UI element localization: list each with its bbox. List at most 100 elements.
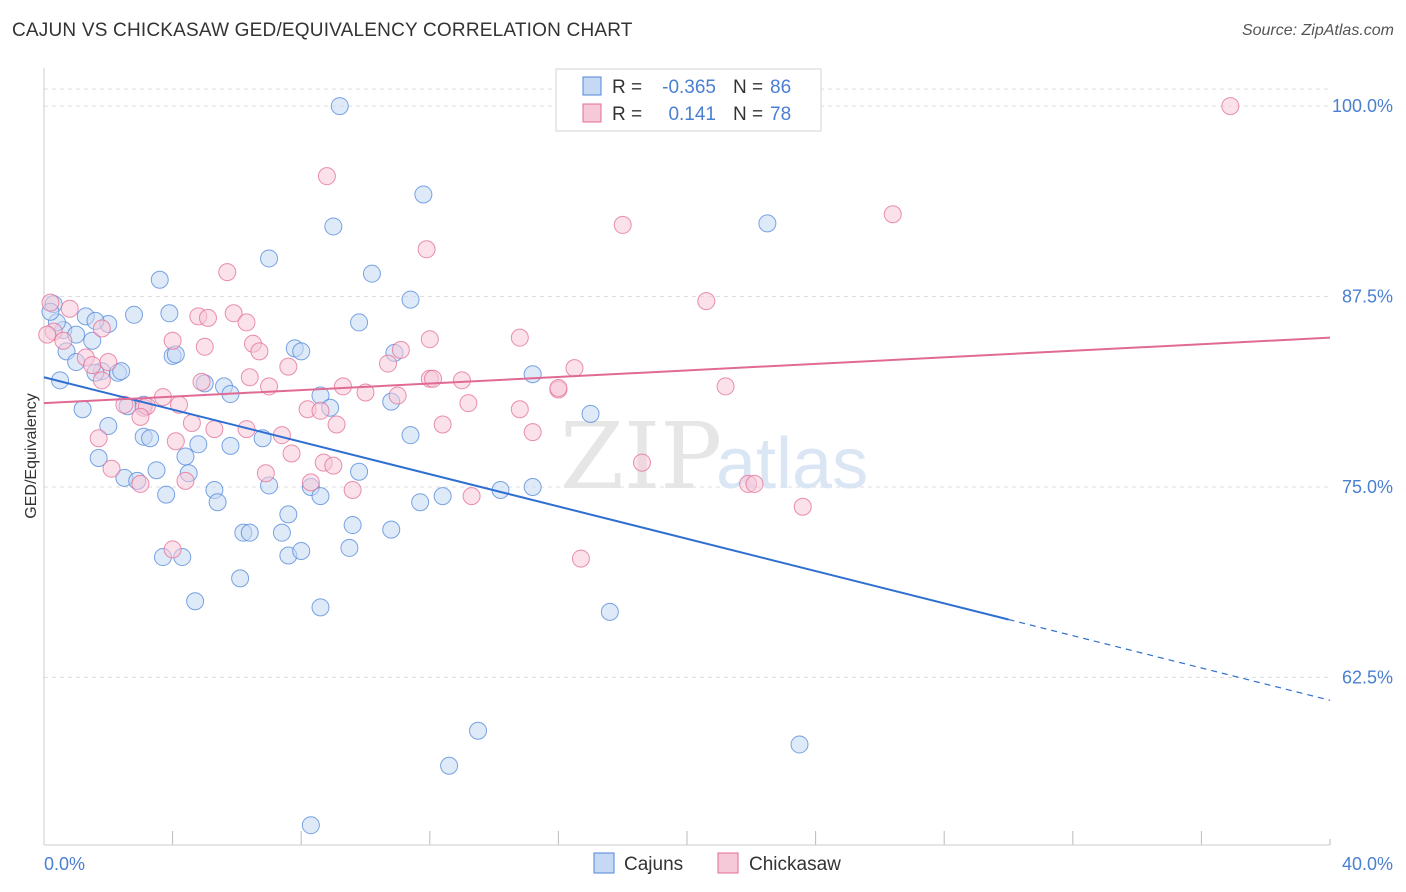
legend-n-value-chickasaw: 78 [770, 104, 791, 125]
cajuns-point [112, 362, 131, 381]
legend-r-label-chickasaw: R = [612, 104, 642, 125]
chickasaw-point [237, 313, 256, 332]
cajuns-point [600, 602, 619, 621]
watermark: ZIP atlas [560, 403, 868, 510]
chickasaw-point [54, 331, 73, 350]
chickasaw-point [282, 444, 301, 463]
cajuns-point [176, 447, 195, 466]
chickasaw-point [324, 456, 343, 475]
chickasaw-point [224, 304, 243, 323]
cajuns-point [231, 569, 250, 588]
cajuns-point [340, 538, 359, 557]
cajuns-point [260, 249, 279, 268]
cajuns-point [382, 520, 401, 539]
watermark-atlas: atlas [716, 424, 868, 504]
chickasaw-point [92, 371, 111, 390]
chickasaw-point [192, 372, 211, 391]
bottom-legend-label-chickasaw: Chickasaw [749, 854, 841, 875]
chickasaw-point [523, 423, 542, 442]
legend-r-label-cajuns: R = [612, 77, 642, 98]
legend-r-value-chickasaw: 0.141 [668, 104, 716, 125]
legend-r-value-cajuns: -0.365 [662, 77, 716, 98]
chickasaw-point [424, 369, 443, 388]
cajuns-point [523, 365, 542, 384]
chickasaw-point [462, 487, 481, 506]
chickasaw-point [420, 330, 439, 349]
y-tick-label: 62.5% [1342, 667, 1393, 687]
cajuns-point [279, 505, 298, 524]
x-tick-label-min: 0.0% [44, 854, 85, 874]
y-tick-labels: 100.0% 87.5% 75.0% 62.5% [1332, 96, 1393, 687]
chickasaw-point [510, 400, 529, 419]
chickasaw-point [343, 481, 362, 500]
cajuns-point [401, 426, 420, 445]
cajuns-point [350, 462, 369, 481]
chickasaw-point [131, 474, 150, 493]
cajuns-point [240, 523, 259, 542]
chickasaw-point [218, 263, 237, 282]
chickasaw-point [89, 429, 108, 448]
chickasaw-trend-line [43, 336, 1331, 405]
chickasaw-point [198, 308, 217, 327]
chickasaw-point [301, 473, 320, 492]
chickasaw-point [205, 420, 224, 439]
cajuns-point [523, 477, 542, 496]
axes [43, 68, 1330, 846]
chickasaw-point [565, 359, 584, 378]
cajuns-point [790, 735, 809, 754]
y-tick-label: 75.0% [1342, 477, 1393, 497]
chickasaw-point [793, 497, 812, 516]
cajuns-point [292, 541, 311, 560]
chickasaw-point [716, 377, 735, 396]
chickasaw-point [613, 215, 632, 234]
chickasaw-point [632, 453, 651, 472]
y-tick-label: 100.0% [1332, 96, 1393, 116]
chickasaw-point [163, 331, 182, 350]
chickasaw-point [745, 474, 764, 493]
cajuns-point [758, 214, 777, 233]
x-tick-label-max: 40.0% [1342, 854, 1393, 874]
cajuns-point [160, 304, 179, 323]
cajuns-point [147, 461, 166, 480]
chickasaw-point [38, 325, 57, 344]
chart-title: CAJUN VS CHICKASAW GED/EQUIVALENCY CORRE… [12, 20, 633, 41]
cajuns-point [469, 721, 488, 740]
chickasaw-point [1221, 97, 1240, 116]
chickasaw-point [452, 371, 471, 390]
cajuns-point [311, 598, 330, 617]
chickasaw-point [41, 293, 60, 312]
chickasaw-point [99, 353, 118, 372]
cajuns-point [186, 592, 205, 611]
chickasaw-point [356, 383, 375, 402]
cajuns-point [89, 449, 108, 468]
chickasaw-point [459, 394, 478, 413]
cajuns-point [433, 487, 452, 506]
chickasaw-point [311, 401, 330, 420]
cajuns-point [401, 290, 420, 309]
cajuns-point [330, 97, 349, 116]
legend-n-label-cajuns: N = [733, 77, 763, 98]
cajuns-point [350, 313, 369, 332]
bottom-legend-swatch-cajuns [593, 852, 615, 874]
chickasaw-point [163, 540, 182, 559]
chickasaw-point [92, 319, 111, 338]
cajuns-point [208, 493, 227, 512]
chickasaw-point [195, 337, 214, 356]
chickasaw-point [391, 340, 410, 359]
cajuns-point [414, 185, 433, 204]
cajuns-point [343, 516, 362, 535]
cajuns-point [141, 429, 160, 448]
chickasaw-point [60, 299, 79, 318]
chickasaw-point [279, 357, 298, 376]
chickasaw-point [240, 368, 259, 387]
chickasaw-point [571, 549, 590, 568]
chickasaw-point [166, 432, 185, 451]
chickasaw-point [883, 205, 902, 224]
chickasaw-point [83, 356, 102, 375]
chickasaw-point [115, 395, 134, 414]
cajuns-point [581, 404, 600, 423]
cajuns-point [83, 331, 102, 350]
legend-swatch-cajuns [582, 76, 602, 96]
chickasaw-point [182, 413, 201, 432]
chickasaw-point [317, 167, 336, 186]
